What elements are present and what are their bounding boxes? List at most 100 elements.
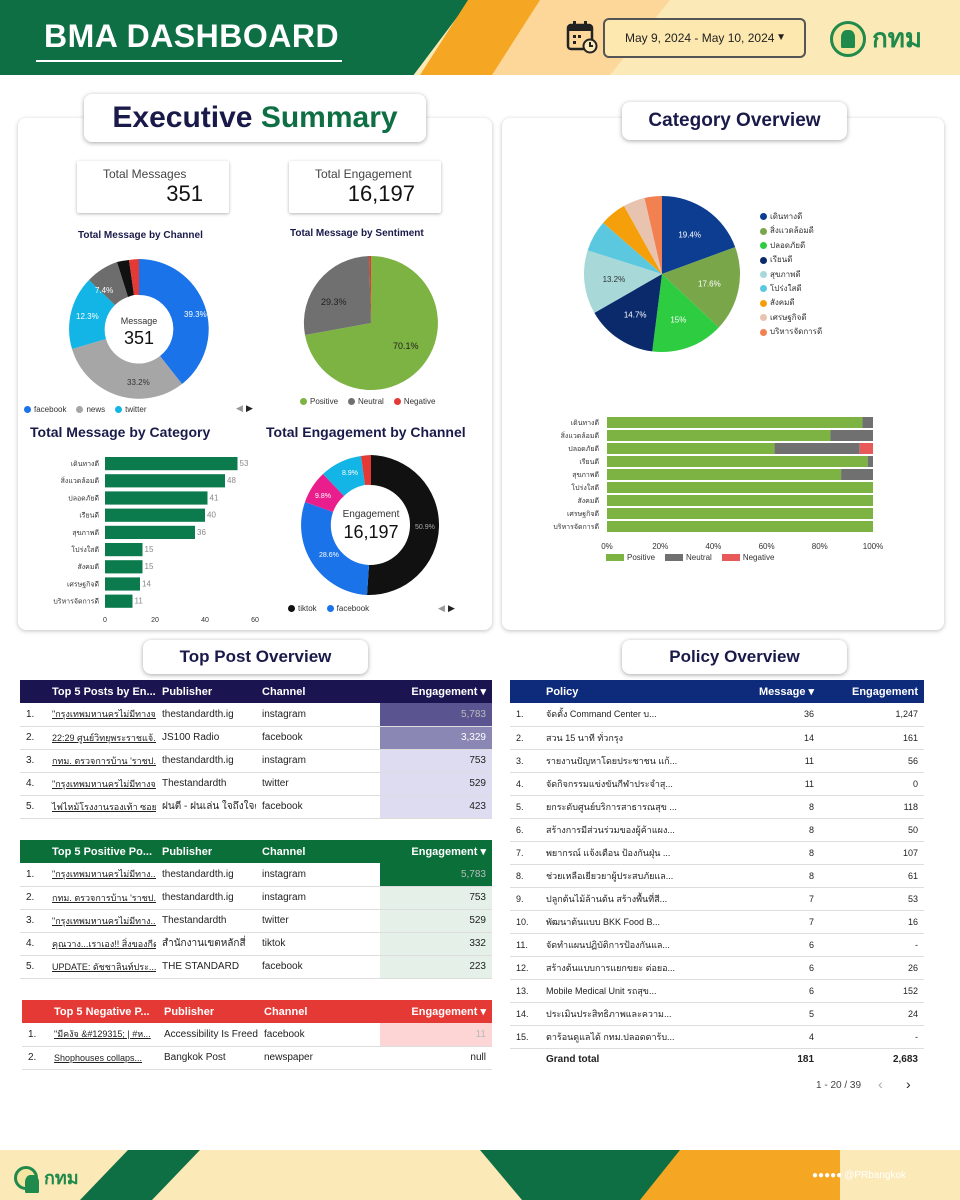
table-row[interactable]: 13. Mobile Medical Unit รถสุข... 6 152 — [510, 979, 924, 1003]
table-cell: 11 — [730, 749, 821, 773]
table-row[interactable]: 5. UPDATE: ดัชชาลินท์ประ... THE STANDARD fa… — [20, 955, 492, 979]
table-row[interactable]: 3. รายงานปัญหาโดยประชาชน แก้... 11 56 — [510, 749, 924, 773]
social-icons: ●●●●● — [812, 1170, 843, 1181]
category-label: เศรษฐกิจดี — [567, 510, 599, 518]
page-next-icon[interactable]: › — [906, 1076, 911, 1092]
table-cell: จัดทำแผนปฏิบัติการป้องกันแล... — [540, 933, 731, 957]
table-row[interactable]: 2. Shophouses collaps... Bangkok Post newsp… — [22, 1046, 492, 1070]
table-row[interactable]: 6. สร้างการมีส่วนร่วมของผู้ค้าแผง... 8 50 — [510, 818, 924, 842]
table-cell[interactable]: ไฟไหม้โรงงานรองเท้า ซอย... — [46, 795, 156, 819]
category-sentiment-stacked-bar: เดินทางดีสิ่งแวดล้อมดีปลอดภัยดีเรียนดีสุ… — [553, 417, 883, 551]
table-cell: 11 — [380, 1023, 492, 1047]
column-header[interactable]: Channel — [262, 685, 306, 698]
table-row[interactable]: 12. สร้างต้นแบบการแยกขยะ ต่อยอ... 6 26 — [510, 956, 924, 980]
slice-label: 28.6% — [319, 552, 339, 559]
table-row[interactable]: 9. ปลูกต้นไม้ล้านต้น สร้างพื้นที่สี... 7 53 — [510, 887, 924, 911]
table-cell: 3,329 — [380, 726, 492, 750]
table-cell: - — [820, 933, 924, 957]
column-header[interactable]: Publisher — [164, 1005, 215, 1018]
table-row[interactable]: 1. จัดตั้ง Command Center บ... 36 1,247 — [510, 703, 924, 727]
table-row[interactable]: 2. สวน 15 นาที ทั่วกรุง 14 161 — [510, 726, 924, 750]
column-header[interactable]: Policy — [546, 685, 579, 698]
footer-logo-text: กทม — [44, 1168, 79, 1188]
policy-overview-title: Policy Overview — [622, 640, 847, 674]
table-cell: twitter — [256, 909, 380, 933]
table-row[interactable]: 4. จัดกิจกรรมแข่งขันกีฬาประจำสุ... 11 0 — [510, 772, 924, 796]
column-header[interactable]: Engagement ▾ — [411, 1006, 486, 1018]
table-row[interactable]: 8. ช่วยเหลือเยียวยาผู้ประสบภัยแล... 8 61 — [510, 864, 924, 888]
bma-logo-text: กทม — [872, 23, 923, 53]
calendar-icon[interactable] — [566, 20, 598, 59]
bar-value-label: 40 — [207, 511, 216, 520]
date-range-select[interactable]: May 9, 2024 - May 10, 2024 ▼ — [603, 18, 806, 58]
category-chart-title: Total Message by Category — [30, 424, 211, 440]
column-header[interactable]: Channel — [262, 845, 306, 858]
stack-segment — [859, 443, 873, 454]
social-links[interactable]: ●●●●● @PRbangkok — [812, 1170, 906, 1181]
legend-next-icon[interactable]: ▶ — [246, 403, 253, 413]
table-row[interactable]: 1. "กรุงเทพมหานครไม่มีทางจ... thestandardt… — [20, 703, 492, 727]
column-header[interactable]: Engagement — [851, 685, 918, 698]
table-cell[interactable]: UPDATE: ดัชชาลินท์ประ... — [46, 955, 156, 979]
stack-segment — [607, 456, 868, 467]
table-cell: 9. — [510, 887, 540, 911]
slice-label: 9.8% — [315, 493, 331, 500]
legend-prev-icon[interactable]: ◀ — [438, 603, 445, 613]
stack-segment — [607, 495, 873, 506]
slice-label: 50.9% — [415, 524, 435, 531]
column-header[interactable]: Engagement ▾ — [411, 686, 486, 698]
table-cell: 12. — [510, 956, 540, 980]
table-row[interactable]: 2. 22:29 ศูนย์วิทยุพระราชแจ้... JS100 Radi… — [20, 726, 492, 750]
table-row[interactable]: 1. "มีคงัจ &#129315; | #ห... Accessibility… — [22, 1023, 492, 1047]
legend-item: Positive — [300, 397, 338, 406]
column-header[interactable]: Message ▾ — [758, 686, 815, 698]
table-cell[interactable]: "กรุงเทพมหานครไม่มีทาง... — [46, 909, 156, 933]
legend-item: สุขภาพดี — [760, 268, 822, 282]
slice-label: 39.3% — [184, 310, 207, 319]
table-cell[interactable]: Shophouses collaps... — [48, 1046, 158, 1070]
table-cell: Mobile Medical Unit รถสุข... — [540, 979, 731, 1003]
legend-prev-icon[interactable]: ◀ — [236, 403, 243, 413]
table-row[interactable]: 11. จัดทำแผนปฏิบัติการป้องกันแล... 6- — [510, 933, 924, 957]
column-header[interactable]: Publisher — [162, 685, 213, 698]
table-row[interactable]: 7. พยากรณ์ แจ้งเตือน ป้องกันฝุ่น ... 8 107 — [510, 841, 924, 865]
table-row[interactable]: 4. "กรุงเทพมหานครไม่มีทางจ... Thestandardt… — [20, 772, 492, 796]
column-header[interactable]: Top 5 Posts by En... — [52, 685, 156, 698]
social-handle: @PRbangkok — [844, 1170, 907, 1181]
page-prev-icon[interactable]: ‹ — [878, 1076, 883, 1092]
table-cell[interactable]: คุณวาง...เราเอง!! สิ่งของกีด... — [46, 932, 156, 956]
legend-item: บริหารจัดการดี — [760, 325, 822, 339]
column-header[interactable]: Channel — [264, 1005, 308, 1018]
stack-segment — [607, 508, 873, 519]
column-header[interactable]: Top 5 Negative P... — [54, 1005, 150, 1018]
table-row[interactable]: 14. ประเมินประสิทธิภาพและความ... 5 24 — [510, 1002, 924, 1026]
axis-tick-label: 0 — [103, 617, 107, 624]
table-row[interactable]: 15. ตาร้อนดูแลได้ กทม.ปลอดดาร้บ... 4- — [510, 1025, 924, 1049]
table-cell: JS100 Radio — [156, 726, 256, 750]
table-cell[interactable]: กทม. ตรวจการบ้าน 'ราชป... — [46, 886, 156, 910]
table-row[interactable]: 3. กทม. ตรวจการบ้าน 'ราชป... thestandardth… — [20, 749, 492, 773]
table-row[interactable]: 5. ไฟไหม้โรงงานรองเท้า ซอย... ฝนตี - ฝนเล่… — [20, 795, 492, 819]
table-row[interactable]: 1. "กรุงเทพมหานครไม่มีทาง... thestandardth… — [20, 863, 492, 887]
column-header[interactable]: Publisher — [162, 845, 213, 858]
column-header[interactable]: Engagement ▾ — [411, 846, 486, 858]
table-row[interactable]: 5. ยกระดับศูนย์บริการสาธารณสุข ... 8 118 — [510, 795, 924, 819]
table-cell[interactable]: "มีคงัจ &#129315; | #ห... — [48, 1023, 158, 1047]
table-row[interactable]: 2. กทม. ตรวจการบ้าน 'ราชป... thestandardth… — [20, 886, 492, 910]
legend-next-icon[interactable]: ▶ — [448, 603, 455, 613]
table-row[interactable]: 10. พัฒนาต้นแบบ BKK Food B... 7 16 — [510, 910, 924, 934]
category-bar — [105, 508, 205, 522]
table-cell[interactable]: "กรุงเทพมหานครไม่มีทางจ... — [46, 772, 156, 796]
table-cell: 50 — [820, 818, 924, 842]
table-row[interactable]: 3. "กรุงเทพมหานครไม่มีทาง... Thestandardth… — [20, 909, 492, 933]
column-header[interactable]: Top 5 Positive Po... — [52, 845, 153, 858]
legend-item: สังคมดี — [760, 296, 822, 310]
table-cell[interactable]: กทม. ตรวจการบ้าน 'ราชป... — [46, 749, 156, 773]
table-cell: 7 — [730, 910, 821, 934]
stack-segment — [867, 456, 873, 467]
table-cell[interactable]: 22:29 ศูนย์วิทยุพระราชแจ้... — [46, 726, 156, 750]
table-cell[interactable]: "กรุงเทพมหานครไม่มีทาง... — [46, 863, 156, 887]
bar-value-label: 15 — [145, 562, 154, 571]
table-row[interactable]: 4. คุณวาง...เราเอง!! สิ่งของกีด... สำนักงา… — [20, 932, 492, 956]
table-cell[interactable]: "กรุงเทพมหานครไม่มีทางจ... — [46, 703, 156, 727]
